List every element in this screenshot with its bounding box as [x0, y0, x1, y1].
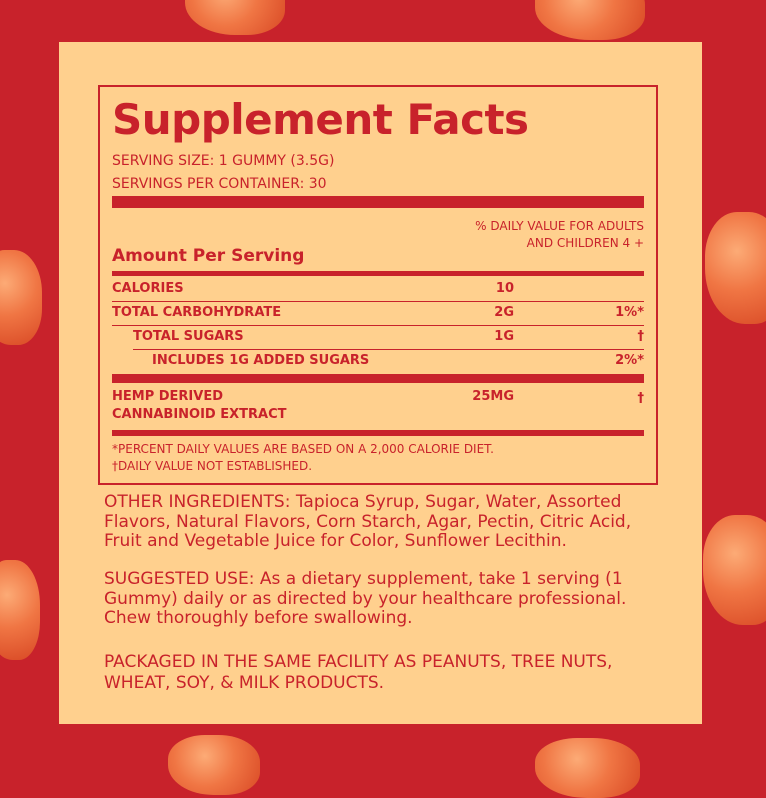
row-dv: 1%* — [615, 305, 644, 320]
dv-header-2: AND CHILDREN 4 + — [526, 236, 644, 250]
dv-header-1: % DAILY VALUE FOR ADULTS — [475, 219, 644, 233]
row-name: TOTAL CARBOHYDRATE — [112, 305, 282, 320]
gummy-bear-image — [168, 735, 260, 795]
row-amount: 2G — [494, 305, 514, 320]
row-dv: 2%* — [615, 353, 644, 368]
gummy-bear-image — [185, 0, 285, 35]
row-dv: † — [637, 329, 645, 344]
gummy-bear-image — [703, 515, 766, 625]
row-name: INCLUDES 1G ADDED SUGARS — [152, 353, 370, 368]
divider — [133, 349, 644, 350]
gummy-bear-image — [535, 0, 645, 40]
row-amount: 10 — [495, 281, 514, 296]
gummy-bear-image — [0, 560, 40, 660]
gummy-bear-image — [0, 250, 42, 345]
divider — [112, 430, 644, 436]
row-name: CALORIES — [112, 281, 184, 296]
row-name: HEMP DERIVED — [112, 389, 224, 404]
supplement-facts-box: Supplement Facts SERVING SIZE: 1 GUMMY (… — [98, 85, 658, 485]
row-dv: † — [637, 391, 645, 406]
row-name: TOTAL SUGARS — [133, 329, 244, 344]
footnote: †DAILY VALUE NOT ESTABLISHED. — [112, 459, 313, 473]
footnote: *PERCENT DAILY VALUES ARE BASED ON A 2,0… — [112, 442, 494, 456]
gummy-bear-image — [535, 738, 640, 798]
divider — [112, 301, 644, 302]
divider — [112, 325, 644, 326]
servings-per-container: SERVINGS PER CONTAINER: 30 — [112, 176, 327, 192]
row-amount: 1G — [494, 329, 514, 344]
suggested-use: SUGGESTED USE: As a dietary supplement, … — [104, 569, 627, 628]
row-name: CANNABINOID EXTRACT — [112, 407, 287, 422]
row-amount: 25MG — [472, 389, 514, 404]
title: Supplement Facts — [112, 95, 529, 144]
other-ingredients: OTHER INGREDIENTS: Tapioca Syrup, Sugar,… — [104, 492, 632, 551]
allergen-statement: PACKAGED IN THE SAME FACILITY AS PEANUTS… — [104, 652, 613, 693]
serving-size: SERVING SIZE: 1 GUMMY (3.5G) — [112, 153, 335, 169]
amount-per-serving: Amount Per Serving — [112, 246, 305, 266]
label-panel: Supplement Facts SERVING SIZE: 1 GUMMY (… — [59, 42, 702, 724]
gummy-bear-image — [705, 212, 766, 324]
divider — [112, 374, 644, 383]
divider — [112, 196, 644, 208]
divider — [112, 271, 644, 276]
